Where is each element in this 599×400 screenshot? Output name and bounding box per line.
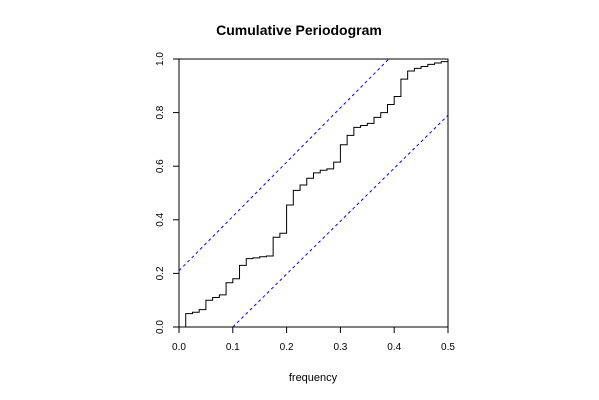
confidence-bound-line: [232, 114, 449, 328]
x-tick-label: 0.0: [172, 342, 186, 353]
x-tick-label: 0.1: [226, 342, 240, 353]
x-tick-label: 0.3: [333, 342, 347, 353]
x-tick-label: 0.2: [280, 342, 294, 353]
y-tick-label: 0.8: [155, 105, 166, 119]
y-tick-label: 1.0: [155, 52, 166, 66]
confidence-bound-line: [178, 58, 390, 272]
x-axis-label: frequency: [289, 372, 338, 384]
y-tick-label: 0.6: [155, 159, 166, 173]
x-axis: 0.0 0.1 0.2 0.3 0.4 0.5: [172, 327, 455, 353]
cumulative-periodogram-step-line: [179, 60, 449, 328]
x-tick-label: 0.4: [387, 342, 401, 353]
series-layer: [178, 58, 449, 328]
plot-frame: [178, 58, 449, 328]
y-tick-label: 0.0: [155, 320, 166, 334]
x-tick-label: 0.5: [441, 342, 455, 353]
y-axis: 0.0 0.2 0.4 0.6 0.8 1.0: [155, 52, 179, 334]
y-tick-label: 0.2: [155, 266, 166, 280]
y-tick-label: 0.4: [155, 212, 166, 226]
chart-title: Cumulative Periodogram: [216, 22, 382, 38]
